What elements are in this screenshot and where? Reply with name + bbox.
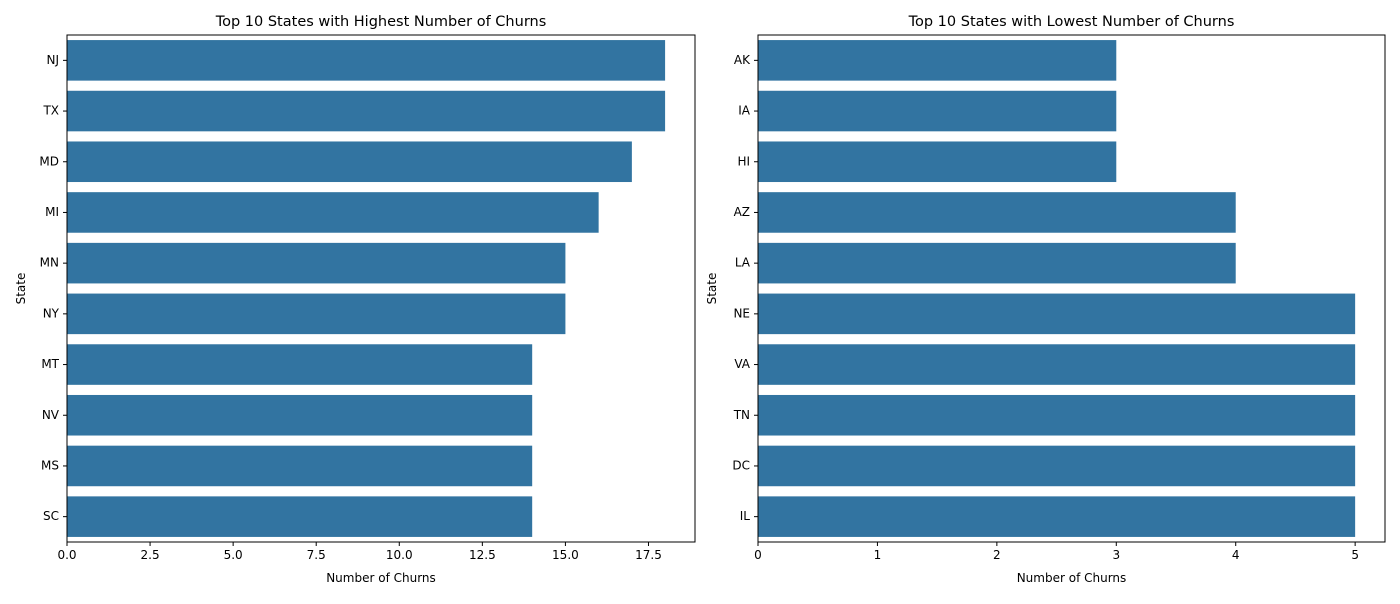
- y-axis-label: State: [705, 273, 719, 305]
- y-axis-label: State: [14, 273, 28, 305]
- y-tick-label: HI: [737, 154, 750, 168]
- y-tick-label: TX: [42, 104, 59, 118]
- y-tick-label: DC: [732, 458, 750, 472]
- x-tick-label: 0.0: [57, 548, 76, 562]
- x-tick-label: 7.5: [307, 548, 326, 562]
- bar: [758, 90, 1117, 132]
- y-tick-label: IA: [738, 104, 751, 118]
- bar: [758, 445, 1356, 487]
- y-tick-label: MS: [41, 458, 59, 472]
- bar: [67, 445, 533, 487]
- x-axis-label: Number of Churns: [1017, 571, 1127, 585]
- y-tick-label: NE: [733, 306, 750, 320]
- x-tick-label: 5: [1351, 548, 1359, 562]
- bar: [758, 293, 1356, 335]
- x-tick-label: 4: [1232, 548, 1240, 562]
- bar: [758, 394, 1356, 436]
- x-tick-label: 2.5: [141, 548, 160, 562]
- bar: [758, 40, 1117, 81]
- axes-frame: [757, 34, 1386, 543]
- y-tick-label: MD: [39, 154, 59, 168]
- y-tick-label: IL: [740, 509, 751, 523]
- bar: [67, 90, 666, 132]
- y-tick-label: VA: [734, 357, 750, 371]
- y-tick-label: NY: [43, 306, 60, 320]
- x-tick-label: 17.5: [635, 548, 662, 562]
- x-tick-label: 0: [754, 548, 762, 562]
- bar: [67, 293, 566, 335]
- x-tick-label: 15.0: [552, 548, 579, 562]
- y-tick-label: NV: [42, 408, 60, 422]
- bar: [67, 394, 533, 436]
- x-tick-label: 12.5: [469, 548, 496, 562]
- x-tick-label: 1: [874, 548, 882, 562]
- y-tick-label: TN: [733, 408, 750, 422]
- bar: [758, 496, 1356, 537]
- axes-frame: [66, 34, 696, 543]
- y-tick-label: LA: [735, 256, 751, 270]
- x-tick-label: 5.0: [224, 548, 243, 562]
- x-axis-label: Number of Churns: [326, 571, 436, 585]
- bar: [67, 141, 632, 183]
- x-tick-label: 2: [993, 548, 1001, 562]
- bar: [758, 344, 1356, 385]
- x-tick-label: 10.0: [386, 548, 413, 562]
- bar: [67, 496, 533, 537]
- x-tick-label: 3: [1112, 548, 1120, 562]
- chart-title: Top 10 States with Lowest Number of Chur…: [908, 14, 1235, 30]
- y-tick-label: AK: [734, 53, 751, 67]
- y-tick-label: NJ: [46, 53, 59, 67]
- chart-highest-churns: NJ TX MD MI MN NY MT NV MS SC 0.0 2.5 5.0 7.5 10.0 12.5…: [14, 14, 696, 585]
- bar: [758, 141, 1117, 183]
- bar: [67, 192, 599, 233]
- bar: [758, 242, 1236, 284]
- y-tick-label: AZ: [734, 205, 750, 219]
- bar: [67, 40, 666, 81]
- bar: [758, 192, 1236, 233]
- y-tick-label: MN: [40, 256, 59, 270]
- bar: [67, 242, 566, 284]
- y-tick-label: MI: [45, 205, 59, 219]
- chart-lowest-churns: AK IA HI AZ LA NE VA TN DC IL 0 1 2 3 4 5 Top 10 States …: [705, 14, 1386, 585]
- y-tick-label: SC: [43, 509, 59, 523]
- bar: [67, 344, 533, 385]
- chart-title: Top 10 States with Highest Number of Chu…: [215, 14, 547, 30]
- y-tick-label: MT: [41, 357, 59, 371]
